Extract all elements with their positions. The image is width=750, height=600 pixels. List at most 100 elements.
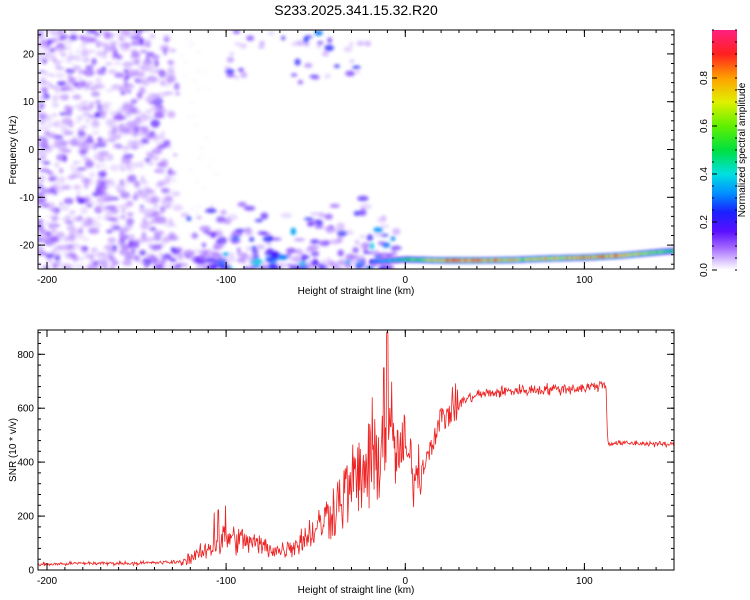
noise-speckle [183, 61, 187, 64]
band-segment [452, 259, 454, 262]
band-segment [543, 257, 546, 260]
band-segment [494, 259, 497, 262]
noise-speckle [133, 30, 143, 35]
band-segment [380, 259, 383, 263]
band-segment [395, 258, 398, 262]
noise-speckle [51, 208, 58, 214]
band-segment [597, 255, 600, 258]
band-segment [509, 258, 512, 262]
band-segment [615, 254, 617, 258]
noise-speckle [42, 42, 50, 51]
snr-axes: -200 -100 0 100 0 200 400 600 800 [17, 330, 675, 587]
noise-speckle [49, 241, 58, 244]
colorbar-tick-label: 0.2 [699, 215, 710, 229]
band-segment [666, 250, 669, 253]
band-segment [598, 255, 601, 258]
y-tick-label: 20 [23, 49, 35, 60]
lower-blob [362, 261, 367, 269]
band-segment [469, 259, 472, 262]
lower-blob [210, 231, 217, 239]
band-segment [521, 258, 523, 261]
noise-speckle [193, 80, 197, 83]
noise-speckle [119, 162, 125, 169]
noise-speckle [69, 210, 76, 214]
upper-blob [291, 73, 298, 77]
noise-speckle [96, 216, 102, 220]
lower-blob [359, 203, 372, 210]
noise-speckle [117, 106, 125, 114]
band-segment [437, 259, 439, 262]
noise-speckle [188, 40, 192, 43]
noise-speckle [40, 40, 49, 44]
band-segment [374, 260, 377, 263]
noise-speckle [77, 104, 85, 112]
band-segment [570, 256, 572, 260]
band-segment [463, 259, 466, 262]
band-segment [641, 252, 644, 255]
noise-speckle [186, 116, 190, 119]
band-segment [445, 259, 448, 262]
noise-speckle [72, 216, 78, 221]
band-segment [425, 258, 428, 262]
lower-blob [215, 243, 225, 249]
band-segment [624, 254, 626, 257]
noise-speckle [38, 55, 44, 63]
lower-blob [367, 264, 374, 269]
noise-speckle [55, 231, 65, 238]
noise-speckle [139, 160, 145, 169]
noise-speckle [47, 83, 54, 88]
noise-speckle [122, 61, 134, 68]
noise-speckle [150, 99, 162, 104]
band-segment [415, 258, 418, 261]
noise-speckle [164, 195, 173, 201]
noise-speckle [84, 160, 94, 169]
y-tick-label: 10 [23, 97, 35, 108]
noise-speckle [127, 174, 137, 183]
noise-speckle [84, 83, 91, 89]
snr-panel: -200 -100 0 100 0 200 400 600 800 Height of stra… [8, 329, 675, 596]
noise-speckle [120, 243, 132, 250]
x-tick-label: 100 [576, 576, 593, 587]
band-segment [591, 256, 593, 259]
band-segment [503, 258, 506, 262]
band-segment [488, 259, 491, 262]
band-segment [423, 258, 425, 262]
band-segment [614, 254, 616, 258]
noise-speckle [148, 243, 153, 249]
band-segment [606, 255, 609, 258]
band-segment [447, 259, 449, 262]
noise-speckle [38, 251, 48, 256]
band-segment [587, 256, 590, 259]
band-segment [573, 256, 576, 259]
lower-blob [353, 210, 361, 216]
noise-speckle [102, 215, 113, 221]
noise-speckle [172, 153, 178, 157]
band-segment [502, 258, 504, 262]
lower-blob [345, 253, 356, 261]
band-segment [541, 257, 543, 260]
band-segment [392, 259, 394, 262]
lower-blob [309, 212, 322, 216]
band-segment [577, 256, 580, 259]
noise-speckle [169, 48, 177, 53]
noise-speckle [111, 218, 117, 222]
noise-speckle [41, 125, 51, 132]
noise-speckle [38, 36, 48, 42]
lower-blob [357, 257, 366, 262]
noise-speckle [168, 217, 173, 225]
lower-blob [344, 229, 354, 235]
noise-speckle [91, 264, 100, 269]
noise-speckle [52, 102, 59, 108]
noise-speckle [175, 91, 180, 96]
noise-speckle [158, 209, 165, 215]
lower-blob [219, 264, 230, 269]
upper-blob [349, 59, 355, 64]
noise-speckle [64, 118, 74, 126]
lower-blob [229, 251, 235, 259]
noise-speckle [42, 161, 51, 165]
noise-speckle [106, 153, 114, 161]
lower-blob [304, 266, 316, 269]
colorbar-tick-label: 0.6 [699, 119, 710, 133]
band-segment [462, 259, 464, 262]
band-segment [533, 257, 536, 261]
